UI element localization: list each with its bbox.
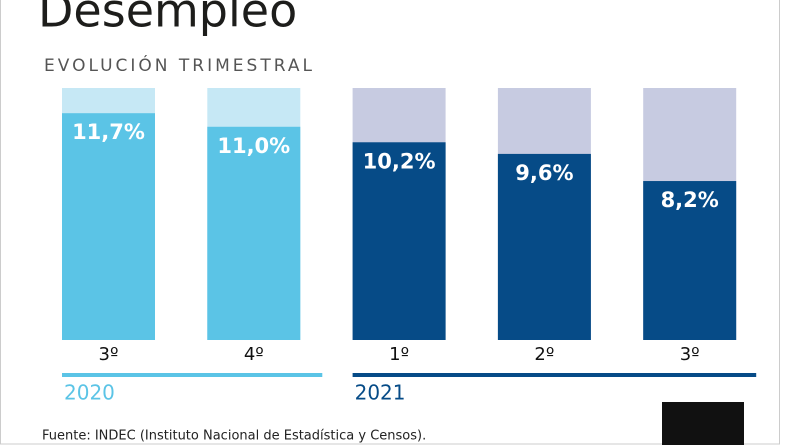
value-label: 9,6% [515,161,573,185]
x-tick-label: 2º [534,344,554,365]
x-tick-label: 4º [244,344,264,365]
source: Fuente: INDEC (Instituto Nacional de Est… [42,429,426,444]
chart-title: Desempleo [38,0,297,38]
logo-box [662,402,744,445]
group-label: 2021 [355,381,406,405]
x-tick-label: 1º [389,344,409,365]
chart-subtitle: EVOLUCIÓN TRIMESTRAL [44,54,315,76]
group-label: 2020 [64,381,115,405]
bar [62,113,155,340]
bar [497,153,591,340]
value-label: 11,0% [217,134,290,158]
bar [643,181,737,340]
value-label: 11,7% [72,120,145,144]
value-label: 10,2% [363,149,436,173]
bar [207,126,301,341]
x-tick-label: 3º [680,344,700,365]
x-tick-label: 3º [99,344,119,365]
bar [352,142,446,340]
value-label: 8,2% [661,188,719,212]
